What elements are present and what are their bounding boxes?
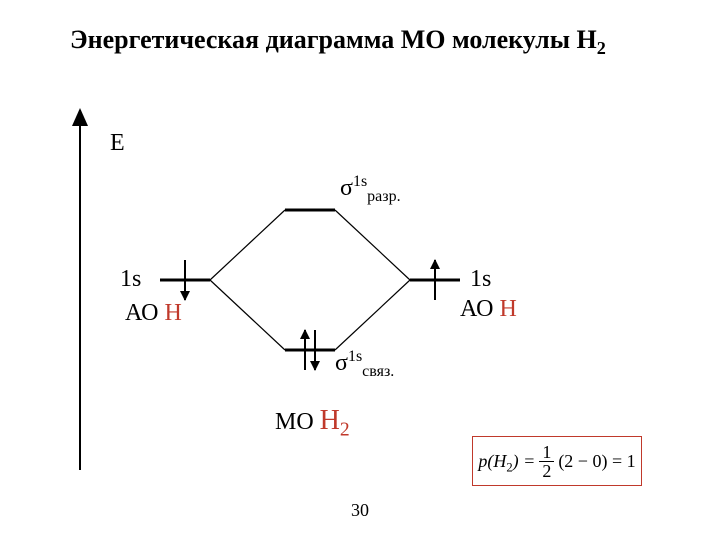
antibonding-label: σ1sразр.	[340, 175, 401, 202]
energy-axis-label: E	[110, 130, 125, 157]
bonding-label: σ1sсвяз.	[335, 350, 394, 377]
left-atom-symbol: H	[164, 300, 181, 326]
fraction: 1 2	[539, 443, 554, 480]
bond-order-equation: p(H2) = 1 2 (2 − 0) = 1	[478, 443, 635, 480]
conn-left-anti	[210, 210, 285, 280]
right-atom-label: АО H	[460, 296, 517, 323]
right-atom-symbol: H	[499, 296, 516, 322]
conn-right-bond	[335, 280, 410, 350]
conn-left-bond	[210, 280, 285, 350]
right-orbital-label: 1s	[470, 266, 491, 293]
page-number: 30	[0, 500, 720, 521]
bonding-electron-down-head	[310, 361, 320, 371]
molecule-label: МО H2	[275, 405, 350, 437]
left-atom-label: АО H	[125, 300, 182, 327]
bonding-electron-up-head	[300, 329, 310, 339]
right-ao-electron-head	[430, 259, 440, 269]
energy-axis-arrowhead	[72, 108, 88, 126]
mo-atom-symbol: H2	[320, 405, 350, 436]
bond-order-equation-box: p(H2) = 1 2 (2 − 0) = 1	[472, 436, 642, 486]
left-orbital-label: 1s	[120, 266, 141, 293]
conn-right-anti	[335, 210, 410, 280]
